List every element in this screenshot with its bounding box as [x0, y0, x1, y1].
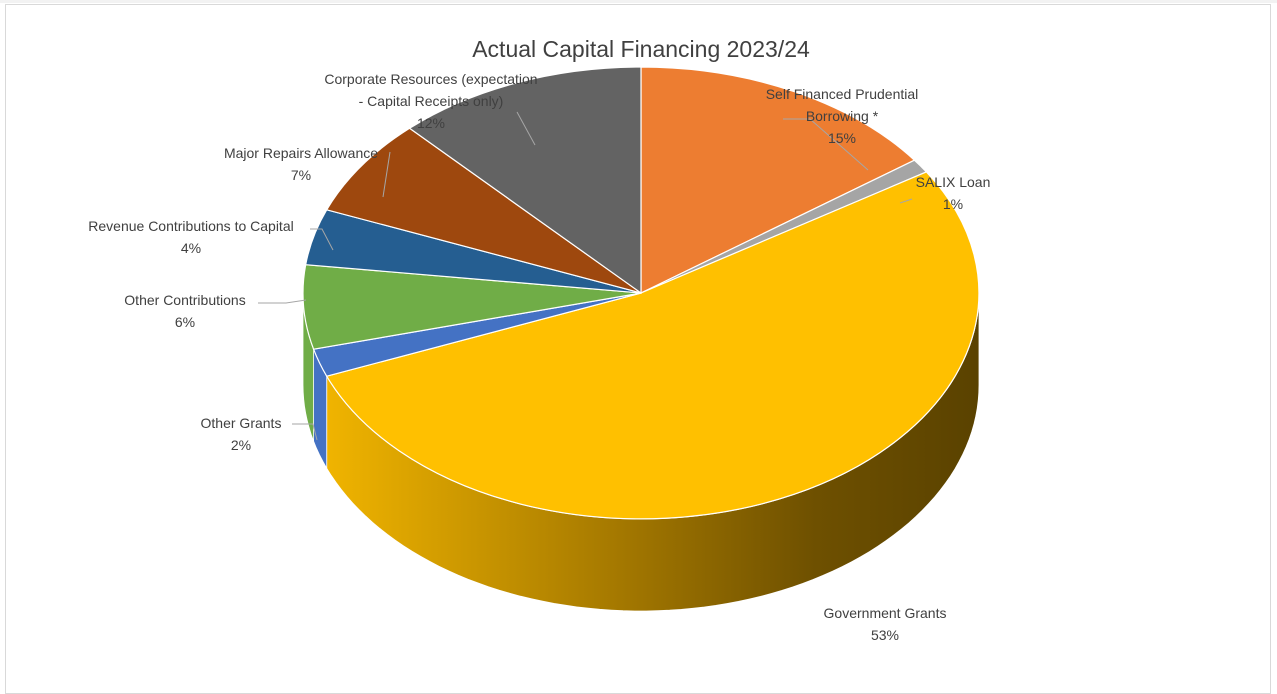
pie-slice [640, 66, 916, 294]
slice-name-label: - Capital Receipts only) [359, 93, 504, 109]
pie-slice [325, 171, 980, 520]
pie-slices [302, 66, 980, 520]
slice-name-label: Government Grants [824, 605, 947, 621]
slice-percent-label: 15% [828, 130, 856, 146]
leader-lines [258, 111, 913, 441]
slice-percent-label: 53% [871, 627, 899, 643]
slice-percent-label: 4% [181, 240, 201, 256]
chart-title: Actual Capital Financing 2023/24 [472, 36, 810, 62]
slice-name-label: Self Financed Prudential [766, 86, 919, 102]
slice-percent-label: 6% [175, 314, 195, 330]
window-top-edge [0, 0, 1277, 3]
leader-line [899, 198, 913, 204]
leader-line [292, 423, 318, 441]
slice-name-label: Revenue Contributions to Capital [88, 218, 293, 234]
pie-slice [325, 127, 642, 294]
pie-slice [302, 264, 642, 350]
leader-line [516, 111, 536, 146]
slice-name-label: Major Repairs Allowance [224, 145, 378, 161]
data-labels: Self Financed Prudential Borrowing * 15% SA… [88, 71, 990, 643]
slice-percent-label: 1% [943, 196, 963, 212]
slice-name-label: Corporate Resources (expectation [324, 71, 537, 87]
slice-percent-label: 7% [291, 167, 311, 183]
pie-chart: Actual Capital Financing 2023/24 Self Fi… [88, 36, 990, 643]
leader-line [783, 118, 869, 171]
slice-name-label: SALIX Loan [916, 174, 991, 190]
slice-percent-label: 12% [417, 115, 445, 131]
slice-name-label: Other Contributions [124, 292, 245, 308]
leader-line [382, 151, 391, 198]
slice-percent-label: 2% [231, 437, 251, 453]
slice-name-label: Borrowing * [806, 108, 879, 124]
slice-name-label: Other Grants [201, 415, 282, 431]
leader-line [258, 299, 307, 304]
pie-slice [408, 66, 642, 295]
leader-line [310, 228, 334, 251]
